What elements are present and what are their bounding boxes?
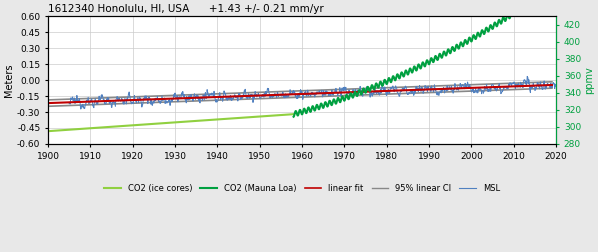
Y-axis label: ppmv: ppmv — [584, 66, 594, 94]
Text: 1612340 Honolulu, HI, USA      +1.43 +/- 0.21 mm/yr: 1612340 Honolulu, HI, USA +1.43 +/- 0.21… — [48, 4, 324, 14]
Legend: CO2 (ice cores), CO2 (Mauna Loa), linear fit, 95% linear CI, MSL: CO2 (ice cores), CO2 (Mauna Loa), linear… — [101, 180, 503, 196]
Y-axis label: Meters: Meters — [4, 64, 14, 97]
